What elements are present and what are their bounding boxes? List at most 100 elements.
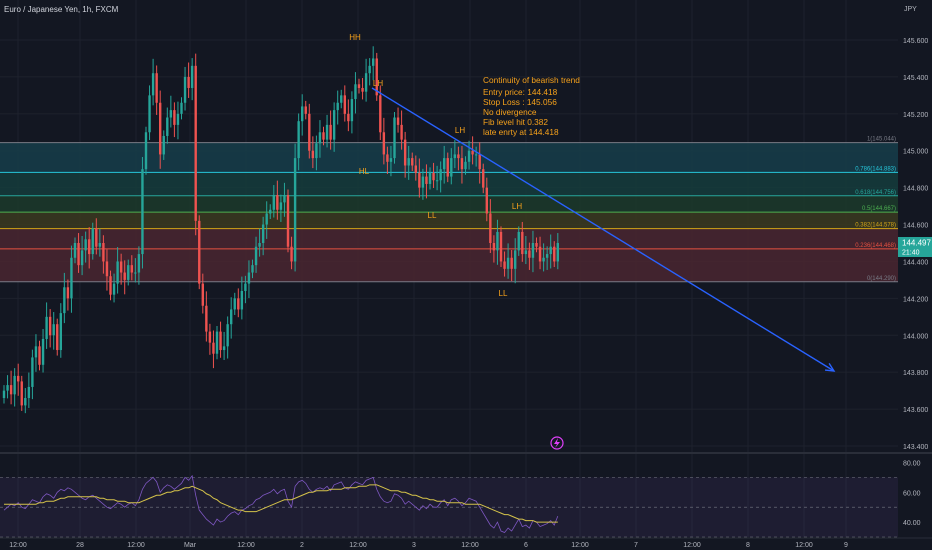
candle-body[interactable]: [52, 324, 55, 336]
candle-body[interactable]: [368, 65, 371, 74]
rsi-ma-line[interactable]: [4, 484, 558, 523]
candle-body[interactable]: [155, 73, 158, 103]
candle-body[interactable]: [304, 106, 307, 114]
candle-body[interactable]: [556, 243, 559, 262]
candle-body[interactable]: [201, 283, 204, 306]
candle-body[interactable]: [24, 398, 27, 406]
candle-body[interactable]: [283, 195, 286, 203]
candle-body[interactable]: [450, 158, 453, 177]
candle-body[interactable]: [453, 154, 457, 159]
candle-body[interactable]: [396, 117, 400, 125]
candle-body[interactable]: [159, 102, 162, 155]
candle-body[interactable]: [34, 346, 38, 358]
candle-body[interactable]: [467, 150, 471, 162]
candle-body[interactable]: [205, 305, 208, 332]
candle-body[interactable]: [290, 246, 293, 262]
candle-body[interactable]: [418, 172, 421, 188]
candle-body[interactable]: [489, 213, 492, 243]
candle-body[interactable]: [435, 180, 439, 182]
candle-body[interactable]: [542, 257, 545, 262]
candle-body[interactable]: [343, 95, 346, 114]
candle-body[interactable]: [162, 135, 165, 155]
candle-body[interactable]: [538, 246, 542, 262]
candle-body[interactable]: [379, 95, 382, 133]
candle-body[interactable]: [528, 250, 531, 258]
candle-body[interactable]: [233, 298, 236, 310]
candlesticks[interactable]: [2, 46, 559, 414]
candle-body[interactable]: [521, 231, 524, 255]
candle-body[interactable]: [524, 250, 528, 255]
candle-body[interactable]: [226, 324, 229, 347]
candle-body[interactable]: [347, 113, 350, 122]
candle-body[interactable]: [545, 254, 549, 258]
candle-body[interactable]: [41, 338, 45, 365]
candle-body[interactable]: [301, 106, 304, 122]
candle-body[interactable]: [48, 316, 52, 336]
candle-body[interactable]: [325, 124, 329, 140]
candle-body[interactable]: [329, 124, 332, 140]
candle-body[interactable]: [66, 287, 70, 299]
candle-body[interactable]: [130, 265, 133, 273]
candle-body[interactable]: [432, 172, 435, 181]
candle-body[interactable]: [460, 158, 464, 170]
candle-body[interactable]: [506, 257, 510, 269]
candle-body[interactable]: [95, 228, 98, 247]
candle-body[interactable]: [464, 161, 467, 170]
candle-body[interactable]: [183, 76, 187, 103]
candle-body[interactable]: [485, 187, 488, 214]
candle-body[interactable]: [9, 385, 13, 395]
candle-body[interactable]: [38, 346, 41, 365]
candle-body[interactable]: [474, 154, 478, 156]
candle-body[interactable]: [389, 158, 393, 162]
lightning-icon[interactable]: [550, 436, 564, 450]
candle-body[interactable]: [190, 65, 194, 88]
candle-body[interactable]: [297, 121, 300, 159]
candle-body[interactable]: [496, 231, 499, 251]
candle-body[interactable]: [510, 257, 513, 269]
candle-body[interactable]: [98, 243, 102, 247]
candle-body[interactable]: [17, 375, 20, 382]
candle-body[interactable]: [91, 228, 94, 255]
candle-body[interactable]: [254, 246, 258, 266]
candle-body[interactable]: [549, 246, 552, 255]
candle-body[interactable]: [151, 73, 155, 96]
candle-body[interactable]: [517, 231, 520, 251]
candle-body[interactable]: [244, 283, 247, 291]
candle-body[interactable]: [478, 154, 481, 170]
price-axis[interactable]: 145.600 145.400 145.200 145.000 144.800 144.6…: [903, 38, 928, 451]
candle-body[interactable]: [553, 246, 556, 262]
candle-body[interactable]: [276, 195, 279, 210]
candle-body[interactable]: [194, 65, 197, 221]
candle-body[interactable]: [137, 254, 141, 273]
candle-body[interactable]: [265, 213, 268, 225]
candle-body[interactable]: [332, 110, 336, 140]
symbol-title[interactable]: Euro / Japanese Yen, 1h, FXCM: [4, 5, 119, 14]
candle-body[interactable]: [180, 102, 183, 114]
candle-body[interactable]: [59, 313, 62, 351]
candle-body[interactable]: [514, 250, 517, 269]
candle-body[interactable]: [222, 346, 226, 351]
candle-body[interactable]: [272, 195, 275, 210]
candle-body[interactable]: [251, 265, 254, 273]
candle-body[interactable]: [499, 231, 503, 262]
candle-body[interactable]: [219, 331, 222, 351]
candle-body[interactable]: [6, 385, 9, 391]
candle-body[interactable]: [84, 239, 87, 251]
candle-body[interactable]: [315, 143, 318, 159]
candle-body[interactable]: [109, 276, 112, 295]
candle-body[interactable]: [173, 110, 176, 125]
rsi-axis[interactable]: 80.00 60.00 40.00: [903, 460, 921, 527]
candle-body[interactable]: [31, 357, 34, 387]
bearish-trendline[interactable]: [371, 87, 835, 372]
candle-body[interactable]: [471, 150, 474, 155]
candle-body[interactable]: [308, 113, 311, 151]
candle-body[interactable]: [2, 390, 6, 399]
candle-body[interactable]: [457, 154, 460, 159]
candle-body[interactable]: [45, 316, 48, 339]
candle-body[interactable]: [439, 169, 442, 181]
candle-body[interactable]: [237, 298, 240, 310]
candle-body[interactable]: [27, 386, 31, 399]
candle-body[interactable]: [375, 58, 378, 96]
annotation-note[interactable]: Continuity of bearish trend Entry price:…: [483, 75, 580, 137]
